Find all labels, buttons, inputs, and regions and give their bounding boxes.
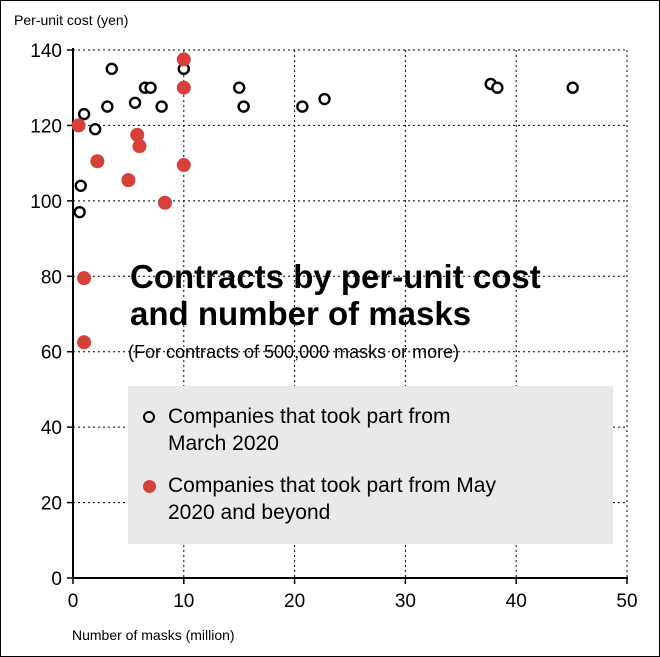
march-2020-point: [491, 81, 504, 94]
filled-circle-icon: [143, 480, 156, 493]
march-2020-point: [144, 81, 157, 94]
march-2020-point: [77, 107, 91, 121]
may-2020-point: [132, 139, 147, 154]
chart-title-line-2: and number of masks: [130, 295, 472, 332]
march-2020-point: [232, 81, 246, 94]
march-2020-point: [237, 100, 250, 113]
axes: [67, 48, 628, 584]
y-axis-title: Per-unit cost (yen): [14, 12, 128, 28]
may-2020-point: [176, 80, 191, 95]
y-tick-label: 60: [41, 343, 62, 364]
legend-label-line-2: March 2020: [168, 432, 279, 455]
legend: Companies that took part from March 2020…: [128, 386, 613, 544]
march-2020-point: [88, 122, 102, 136]
y-tick-label: 80: [41, 267, 62, 288]
may-2020-point: [77, 335, 92, 350]
x-tick-label: 0: [68, 591, 79, 612]
chart-title-line-1: Contracts by per-unit cost: [130, 258, 541, 295]
legend-label-line-1: Companies that took part from: [168, 405, 451, 428]
y-tick-label: 0: [51, 569, 62, 590]
may-2020-point: [157, 195, 172, 210]
march-2020-point: [105, 62, 118, 76]
y-tick-label: 140: [30, 41, 62, 62]
may-2020-point: [176, 52, 191, 67]
march-2020-point: [566, 81, 579, 94]
march-2020-point: [101, 100, 114, 113]
x-tick-label: 20: [284, 591, 305, 612]
legend-label-line-2: 2020 and beyond: [168, 501, 331, 524]
x-axis-title: Number of masks (million): [72, 627, 235, 643]
march-2020-point: [296, 100, 309, 113]
chart-title: Contracts by per-unit cost and number of…: [130, 258, 650, 332]
march-2020-point: [74, 179, 87, 192]
march-2020-point: [73, 205, 86, 219]
data-points: [71, 52, 579, 350]
y-tick-label: 20: [41, 494, 62, 515]
legend-label-line-1: Companies that took part from May: [168, 474, 496, 497]
march-2020-point: [128, 96, 142, 110]
legend-item-march-2020: Companies that took part from March 2020: [143, 403, 598, 457]
x-tick-label: 30: [395, 591, 416, 612]
legend-item-may-2020: Companies that took part from May 2020 a…: [143, 472, 598, 526]
may-2020-point: [130, 127, 145, 142]
tick-labels: 0 20 40 60 80 100 120 140 0 10 20 30 40 50: [30, 41, 637, 612]
may-2020-point: [77, 271, 92, 286]
hollow-circle-icon: [143, 411, 155, 423]
march-2020-point: [318, 92, 331, 106]
may-2020-point: [176, 158, 191, 173]
may-2020-point: [90, 154, 105, 169]
may-2020-point: [71, 118, 86, 133]
x-tick-label: 10: [173, 591, 194, 612]
y-tick-label: 100: [30, 192, 62, 213]
march-2020-point: [155, 100, 168, 113]
may-2020-point: [121, 173, 136, 188]
y-tick-label: 120: [30, 116, 62, 137]
x-tick-label: 40: [506, 591, 527, 612]
chart-subtitle: (For contracts of 500,000 masks or more): [128, 342, 460, 362]
y-tick-label: 40: [41, 418, 62, 439]
x-tick-label: 50: [616, 591, 637, 612]
